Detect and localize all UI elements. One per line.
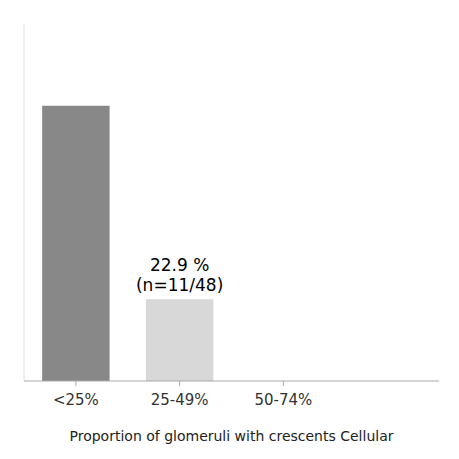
x-tick-label: 50-74% — [254, 391, 312, 409]
x-axis-label: Proportion of glomeruli with crescents C… — [70, 428, 394, 444]
x-tick-label: <25% — [53, 391, 99, 409]
annotation: 22.9 %(n=11/48) — [136, 255, 223, 295]
x-tick — [75, 381, 76, 386]
x-tick — [283, 381, 284, 386]
x-tick — [179, 381, 180, 386]
chart-container: <25% 25-49% 50-74% Proportion of glomeruli … — [0, 0, 459, 459]
annotation-line: 22.9 % — [150, 255, 209, 275]
y-range-line — [24, 24, 25, 381]
x-axis-line — [24, 381, 439, 382]
bar — [42, 106, 109, 381]
x-tick-label: 25-49% — [151, 391, 209, 409]
chart-svg: <25% 25-49% 50-74% Proportion of glomeruli … — [0, 0, 459, 459]
bars — [42, 106, 213, 381]
bar — [146, 299, 213, 381]
annotation-line: (n=11/48) — [136, 275, 223, 295]
